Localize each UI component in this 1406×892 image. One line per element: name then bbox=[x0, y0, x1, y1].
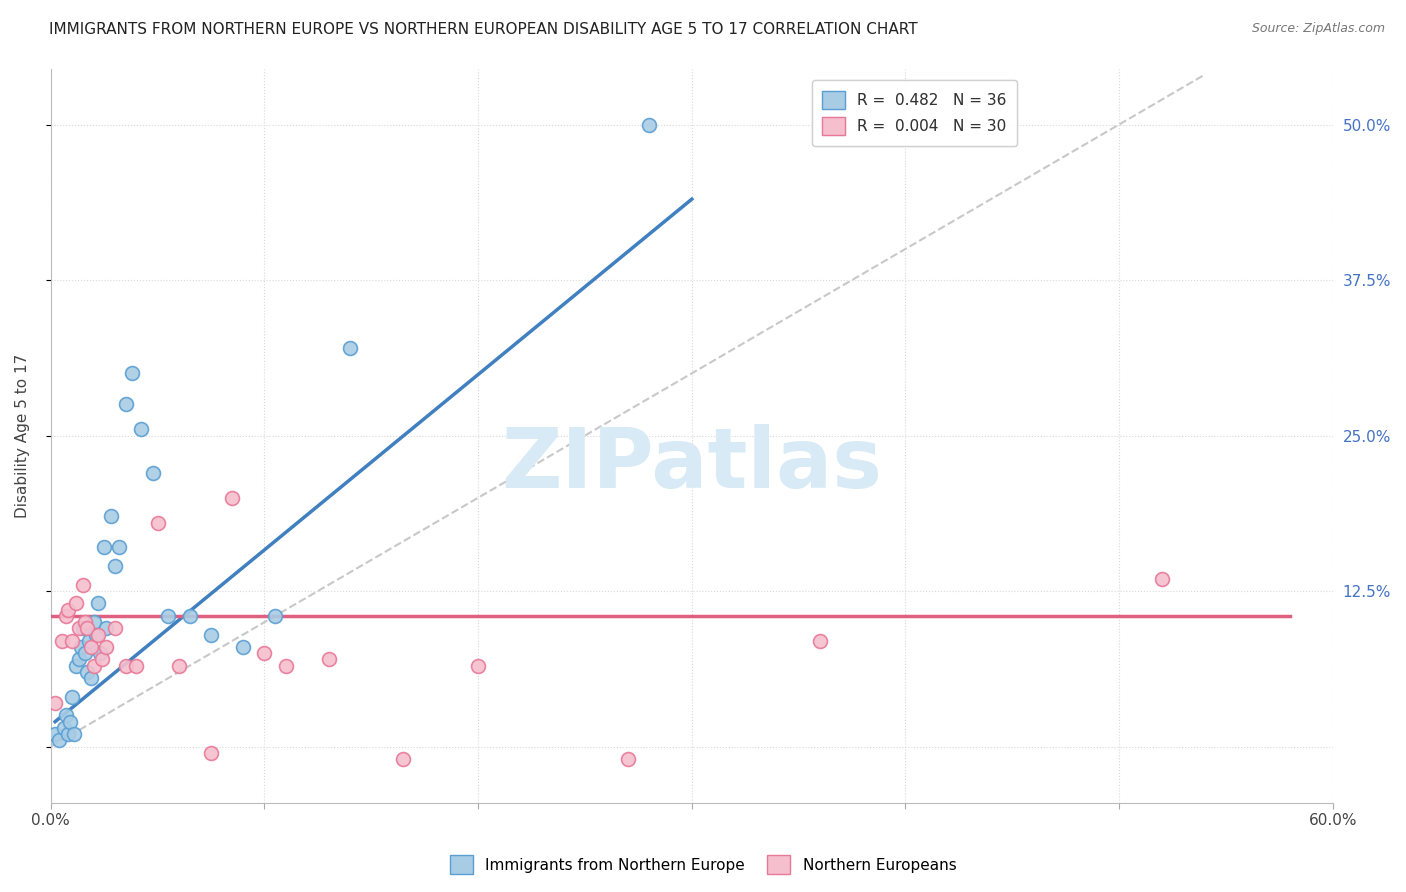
Point bbox=[142, 466, 165, 480]
Point bbox=[44, 727, 66, 741]
Point bbox=[72, 578, 94, 592]
Point bbox=[60, 633, 83, 648]
Point bbox=[96, 621, 118, 635]
Point bbox=[200, 746, 222, 760]
Point bbox=[392, 752, 415, 766]
Point bbox=[56, 603, 79, 617]
Point bbox=[83, 615, 105, 629]
Point bbox=[80, 640, 103, 654]
Point bbox=[48, 733, 70, 747]
Point bbox=[114, 397, 136, 411]
Point bbox=[87, 627, 110, 641]
Point bbox=[67, 621, 90, 635]
Point bbox=[129, 422, 152, 436]
Point bbox=[100, 509, 122, 524]
Point bbox=[264, 608, 287, 623]
Point bbox=[179, 608, 201, 623]
Point bbox=[221, 491, 243, 505]
Point bbox=[44, 696, 66, 710]
Point bbox=[83, 658, 105, 673]
Point bbox=[318, 652, 340, 666]
Point bbox=[125, 658, 148, 673]
Point bbox=[84, 627, 107, 641]
Point bbox=[274, 658, 297, 673]
Point bbox=[467, 658, 489, 673]
Text: IMMIGRANTS FROM NORTHERN EUROPE VS NORTHERN EUROPEAN DISABILITY AGE 5 TO 17 CORR: IMMIGRANTS FROM NORTHERN EUROPE VS NORTH… bbox=[49, 22, 918, 37]
Point bbox=[808, 633, 831, 648]
Point bbox=[52, 721, 75, 735]
Point bbox=[67, 652, 90, 666]
Point bbox=[65, 658, 87, 673]
Point bbox=[339, 342, 361, 356]
Point bbox=[93, 541, 115, 555]
Point bbox=[76, 665, 98, 679]
Point bbox=[1150, 572, 1173, 586]
Point bbox=[114, 658, 136, 673]
Point bbox=[121, 367, 143, 381]
Point bbox=[51, 633, 73, 648]
Point bbox=[200, 627, 222, 641]
Point bbox=[157, 608, 180, 623]
Point bbox=[104, 621, 127, 635]
Point bbox=[76, 621, 98, 635]
Point bbox=[96, 640, 118, 654]
Point bbox=[63, 727, 86, 741]
Point bbox=[638, 118, 661, 132]
Point bbox=[65, 597, 87, 611]
Legend: R =  0.482   N = 36, R =  0.004   N = 30: R = 0.482 N = 36, R = 0.004 N = 30 bbox=[811, 79, 1018, 146]
Point bbox=[89, 646, 111, 660]
Point bbox=[59, 714, 82, 729]
Point bbox=[616, 752, 638, 766]
Point bbox=[73, 615, 96, 629]
Point bbox=[72, 621, 94, 635]
Y-axis label: Disability Age 5 to 17: Disability Age 5 to 17 bbox=[15, 353, 30, 517]
Point bbox=[60, 690, 83, 704]
Point bbox=[55, 608, 77, 623]
Point bbox=[91, 652, 114, 666]
Point bbox=[108, 541, 131, 555]
Point bbox=[79, 633, 101, 648]
Point bbox=[232, 640, 254, 654]
Point bbox=[55, 708, 77, 723]
Legend: Immigrants from Northern Europe, Northern Europeans: Immigrants from Northern Europe, Norther… bbox=[443, 849, 963, 880]
Point bbox=[167, 658, 190, 673]
Text: ZIPatlas: ZIPatlas bbox=[502, 425, 883, 506]
Point bbox=[146, 516, 169, 530]
Point bbox=[73, 646, 96, 660]
Point bbox=[253, 646, 276, 660]
Point bbox=[56, 727, 79, 741]
Text: Source: ZipAtlas.com: Source: ZipAtlas.com bbox=[1251, 22, 1385, 36]
Point bbox=[87, 597, 110, 611]
Point bbox=[69, 640, 91, 654]
Point bbox=[104, 559, 127, 574]
Point bbox=[80, 671, 103, 685]
